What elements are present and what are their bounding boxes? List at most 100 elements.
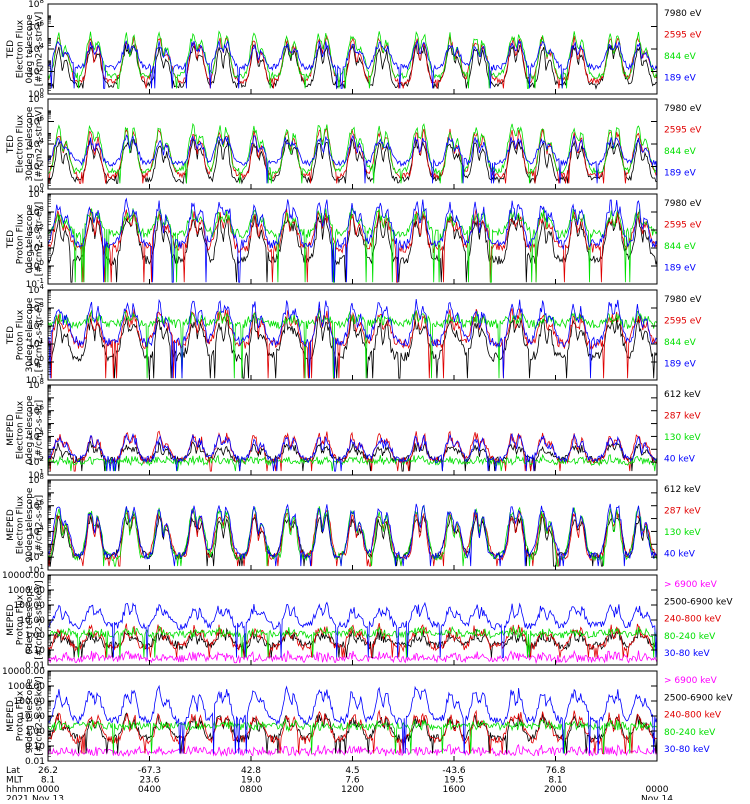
series-287-kev-line: [48, 508, 657, 567]
y-tick-label: 108: [28, 473, 44, 486]
y-axis-label-line: [#/cm2-s-str-eV]: [34, 107, 44, 182]
x-tick-label: 0400: [138, 785, 161, 795]
x-tick-label: 23.6: [139, 776, 159, 786]
legend-entry: 189 eV: [664, 168, 697, 178]
y-axis-label-line: Electron Flux: [15, 114, 25, 173]
panel-6-data: [48, 503, 657, 567]
legend-entry: 2595 eV: [664, 220, 702, 230]
x-tick-label: -43.6: [442, 766, 466, 776]
y-tick-label: 104: [28, 187, 44, 200]
legend-entry: 7980 eV: [664, 104, 702, 114]
y-axis-label-line: 0deg telescope: [25, 204, 35, 274]
y-axis-label-line: 90deg telescope: [25, 487, 35, 562]
y-axis-label-line: 30deg telescope: [25, 297, 35, 372]
panel-frame: [47, 574, 658, 666]
legend-entry: 7980 eV: [664, 9, 702, 19]
panel-7: 0.010.101.0010.00100.001000.0010000.00ME…: [2, 571, 733, 671]
series-2595-ev-line: [48, 208, 657, 283]
y-tick-label: 108: [28, 92, 44, 105]
series-40-kev-line: [48, 503, 657, 567]
y-tick-label: 101: [28, 241, 44, 254]
y-tick-label: 102: [28, 455, 44, 468]
series-844-ev-line: [48, 122, 657, 184]
y-axis-label: MEPED Proton Flux 0deg telescope [#/cm2-s-s…: [6, 580, 45, 659]
series-7980-ev-line: [48, 137, 657, 185]
y-tick-label: 0.10: [25, 742, 45, 752]
y-axis-label-line: MEPED: [6, 509, 16, 541]
series-7980-ev-line: [48, 212, 657, 283]
series--6900-kev-line: [48, 743, 657, 757]
series-189-ev-line: [48, 39, 657, 89]
x-tick-label: 19.0: [241, 776, 261, 786]
legend-entry: 2595 eV: [664, 125, 702, 135]
legend-entry: 287 keV: [664, 411, 701, 421]
y-tick-label: 101: [28, 337, 44, 350]
y-axis-label-line: TED: [6, 230, 16, 249]
legend-entry: 80-240 keV: [664, 728, 716, 738]
y-axis-label-line: Electron Flux: [15, 495, 25, 554]
x-tick-label: 0800: [240, 785, 263, 795]
legend-entry: 844 eV: [664, 52, 697, 62]
series-130-kev-line: [48, 504, 657, 567]
y-tick-label: 108: [28, 0, 44, 10]
y-tick-label: 101: [28, 468, 44, 481]
x-tick-label: 42.8: [241, 766, 261, 776]
x-tick-label: Nov 13: [32, 795, 64, 801]
x-tick-label: 8.1: [41, 776, 55, 786]
y-axis-label-line: TED: [6, 326, 16, 345]
series-7980-ev-line: [48, 43, 657, 90]
x-row-label: MLT: [6, 776, 24, 786]
series-240-800-kev-line: [48, 622, 657, 658]
legend-entry: 130 keV: [664, 433, 701, 443]
legend-entry: 844 eV: [664, 147, 697, 157]
y-axis-label-line: [#/cm2-s-str-eV]: [34, 12, 44, 87]
y-axis-label-line: MEPED: [6, 604, 16, 636]
y-axis-label-line: [#/cm2-s-str-eV]: [34, 202, 44, 277]
y-axis-label-line: 0deg telescope: [25, 585, 35, 655]
y-axis-label-line: Proton Flux: [15, 594, 25, 645]
x-tick-label: 0000: [646, 785, 669, 795]
y-tick-label: 104: [28, 283, 44, 296]
y-tick-label: 100.00: [14, 697, 46, 707]
panel-frame: [47, 98, 658, 190]
y-tick-label: 0.01: [25, 661, 45, 671]
series-844-ev-line: [48, 30, 657, 89]
y-tick-label: 100: [28, 87, 44, 100]
series-287-kev-line: [48, 430, 657, 472]
legend-entry: 240-800 keV: [664, 615, 722, 625]
y-tick-label: 10-1: [26, 373, 44, 386]
y-tick-label: 104: [28, 137, 44, 150]
y-tick-label: 106: [28, 20, 44, 33]
legend-entry: 80-240 keV: [664, 632, 716, 642]
y-axis-label: TED Electron Flux 30deg telescope [#/cm2-s-…: [6, 106, 45, 181]
y-axis-label-line: Proton Flux: [15, 309, 25, 360]
series-240-800-kev-line: [48, 709, 657, 754]
x-row-label: 2021: [6, 795, 29, 801]
legend-entry: 844 eV: [664, 338, 697, 348]
panel-3-data: [48, 197, 657, 283]
x-tick-label: 19.5: [444, 776, 464, 786]
series-2595-ev-line: [48, 34, 657, 89]
panel-8-data: [48, 684, 657, 757]
y-tick-label: 106: [28, 115, 44, 128]
y-axis-label-line: TED: [6, 135, 16, 154]
y-tick-label: 103: [28, 205, 44, 218]
y-axis-label: MEPED Electron Flux 0deg telescope [#/cm2-s…: [6, 395, 45, 465]
y-tick-label: 103: [28, 301, 44, 314]
y-axis-label-line: 0deg telescope: [25, 395, 35, 465]
y-tick-label: 1.00: [25, 631, 45, 641]
y-tick-label: 10.00: [19, 712, 45, 722]
y-tick-label: 106: [28, 404, 44, 417]
x-tick-label: 2000: [544, 785, 567, 795]
series-189-ev-line: [48, 298, 657, 379]
y-tick-label: 0.01: [25, 757, 45, 767]
y-tick-label: 10.00: [19, 616, 45, 626]
panel-1: 100 102 104 106 108 TED Electron Flux 0deg tele…: [6, 0, 703, 100]
legend-entry: 2500-6900 keV: [664, 597, 733, 607]
panel-5-data: [48, 430, 657, 472]
